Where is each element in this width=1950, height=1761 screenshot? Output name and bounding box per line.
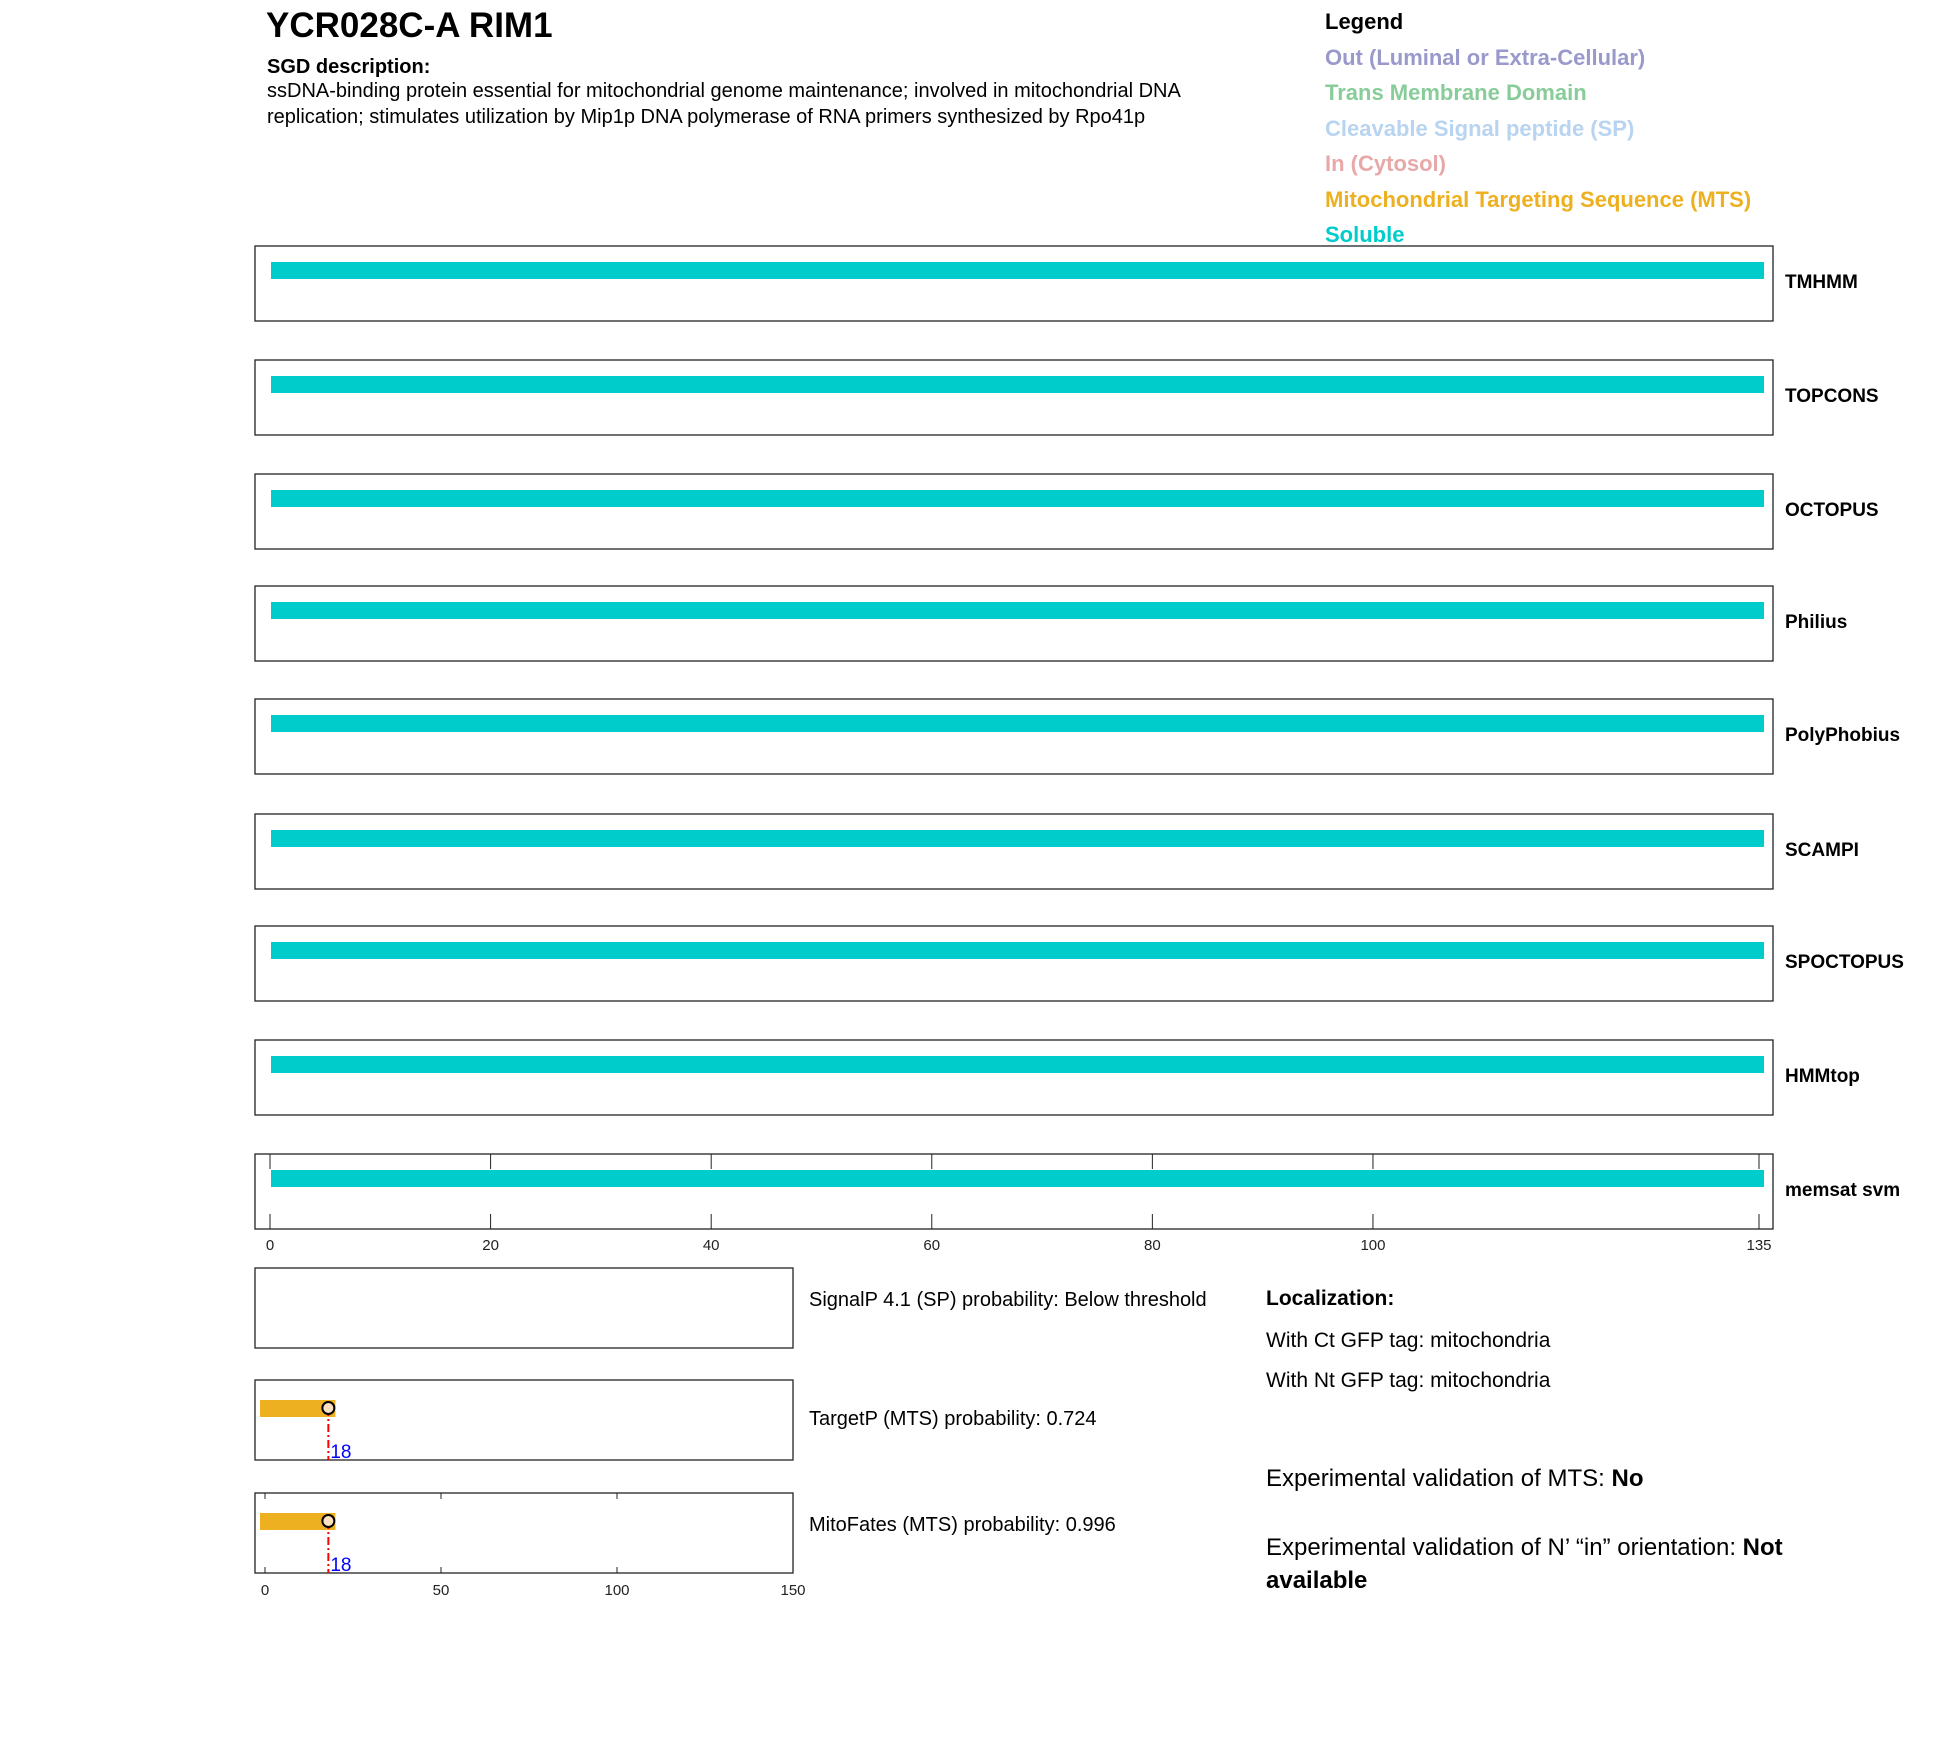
validation-orientation: Experimental validation of N’ “in” orien…: [1266, 1531, 1866, 1597]
x-tick-label: 135: [1746, 1237, 1771, 1254]
legend-item-tm: Trans Membrane Domain: [1325, 80, 1587, 105]
validation-mts-value: No: [1611, 1465, 1644, 1492]
x-tick-label: 60: [923, 1237, 940, 1254]
track-label: PolyPhobius: [1785, 725, 1900, 746]
track-box: [254, 698, 1774, 775]
x-tick-label: 0: [266, 1237, 274, 1254]
cleavage-marker: [321, 1514, 336, 1528]
small-track-box: [254, 1379, 794, 1461]
x-tick-label: 100: [1360, 1237, 1385, 1254]
validation-orientation-value: Not available: [1266, 1534, 1783, 1594]
small-track-box: [254, 1267, 794, 1349]
segment-bar: [271, 376, 1764, 393]
localization-ct: With Ct GFP tag: mitochondria: [1266, 1329, 1551, 1352]
track-box: [254, 473, 1774, 550]
x-tick-label: 80: [1144, 1237, 1161, 1254]
legend-title: Legend: [1325, 9, 1404, 34]
track-box: [254, 1039, 1774, 1116]
cleavage-position: 18: [330, 1442, 351, 1463]
segment-bar: [271, 1056, 1764, 1073]
track-label: OCTOPUS: [1785, 500, 1879, 521]
track-label: TOPCONS: [1785, 386, 1879, 407]
validation-mts: Experimental validation of MTS: No: [1266, 1465, 1643, 1493]
segment-bar: [271, 1170, 1764, 1187]
mts-bar: [260, 1513, 336, 1530]
segment-bar: [271, 715, 1764, 732]
legend-item-in: In (Cytosol): [1325, 151, 1446, 176]
segment-bar: [271, 602, 1764, 619]
track-box: [254, 585, 1774, 662]
track-label: Philius: [1785, 612, 1847, 633]
cleavage-marker: [321, 1401, 336, 1415]
cleavage-position: 18: [330, 1555, 351, 1576]
small-track-box: [254, 1492, 794, 1574]
track-label: memsat svm: [1785, 1180, 1900, 1201]
segment-bar: [271, 490, 1764, 507]
track-label: SCAMPI: [1785, 840, 1859, 861]
x-tick-label: 100: [604, 1582, 629, 1599]
sgd-description: ssDNA-binding protein essential for mito…: [267, 80, 1180, 128]
signalp-label: SignalP 4.1 (SP) probability: Below thre…: [809, 1289, 1207, 1311]
track-box: [254, 245, 1774, 322]
legend-item-mts: Mitochondrial Targeting Sequence (MTS): [1325, 186, 1752, 212]
validation-mts-label: Experimental validation of MTS:: [1266, 1465, 1612, 1492]
legend: Legend Out (Luminal or Extra-Cellular) T…: [1325, 4, 1751, 253]
mts-bar: [260, 1400, 336, 1417]
localization-title: Localization:: [1266, 1287, 1395, 1310]
targetp-label: TargetP (MTS) probability: 0.724: [809, 1408, 1097, 1430]
validation-orientation-label: Experimental validation of N’ “in” orien…: [1266, 1534, 1743, 1561]
segment-bar: [271, 262, 1764, 279]
track-box: [254, 1153, 1774, 1230]
track-box: [254, 359, 1774, 436]
segment-bar: [271, 830, 1764, 847]
legend-item-out: Out (Luminal or Extra-Cellular): [1325, 44, 1646, 70]
mitofates-label: MitoFates (MTS) probability: 0.996: [809, 1514, 1116, 1536]
legend-item-sp: Cleavable Signal peptide (SP): [1325, 115, 1635, 141]
track-label: TMHMM: [1785, 272, 1858, 293]
localization-nt: With Nt GFP tag: mitochondria: [1266, 1369, 1551, 1392]
page-title: YCR028C-A RIM1: [266, 6, 553, 45]
x-tick-label: 0: [261, 1582, 269, 1599]
x-tick-label: 20: [482, 1237, 499, 1254]
segment-bar: [271, 942, 1764, 959]
track-label: HMMtop: [1785, 1066, 1860, 1087]
track-label: SPOCTOPUS: [1785, 952, 1904, 973]
x-tick-label: 40: [703, 1237, 720, 1254]
track-box: [254, 925, 1774, 1002]
x-tick-label: 50: [433, 1582, 450, 1599]
track-box: [254, 813, 1774, 890]
legend-item-soluble: Soluble: [1325, 222, 1405, 247]
sgd-label: SGD description:: [267, 56, 431, 78]
x-tick-label: 150: [780, 1582, 805, 1599]
